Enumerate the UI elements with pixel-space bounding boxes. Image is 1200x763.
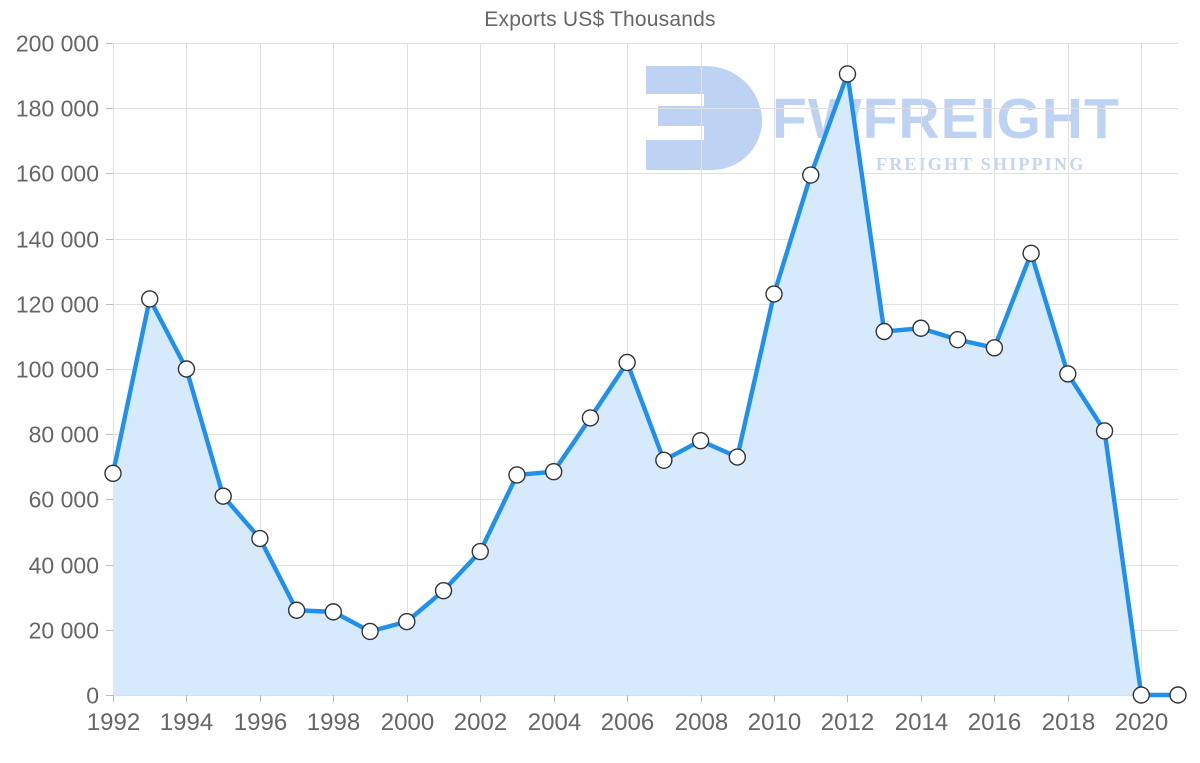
data-point-marker[interactable] <box>177 360 196 378</box>
data-point-marker[interactable] <box>985 339 1004 357</box>
tickmarks <box>106 43 1142 702</box>
data-point-marker[interactable] <box>1022 244 1040 262</box>
data-point-marker[interactable] <box>251 529 269 548</box>
y-tick-label: 0 <box>86 683 99 709</box>
data-point-marker[interactable] <box>1059 365 1077 383</box>
data-point-marker[interactable] <box>838 65 857 83</box>
data-point-marker[interactable] <box>508 466 526 484</box>
data-point-marker[interactable] <box>912 319 930 337</box>
x-tick-label: 1992 <box>87 709 140 736</box>
data-point-marker[interactable] <box>948 330 967 349</box>
chart-title: Exports US$ Thousands <box>484 8 716 31</box>
data-point-marker[interactable] <box>434 581 453 600</box>
x-tick-label: 2018 <box>1042 709 1095 736</box>
x-tick-label: 2006 <box>601 709 654 736</box>
data-point-marker[interactable] <box>361 622 379 641</box>
x-tick-label: 2012 <box>821 709 874 736</box>
series-area <box>113 73 1178 696</box>
data-point-marker[interactable] <box>618 353 636 372</box>
x-tick-label: 2008 <box>675 709 728 736</box>
y-tick-label: 80 000 <box>29 422 99 448</box>
series-line <box>110 71 1181 698</box>
data-point-marker[interactable] <box>214 487 232 505</box>
x-axis-labels: 1992 1994 1996 1998 2000 2002 2004 2006 2008 2010… <box>87 709 1168 736</box>
y-tick-label: 160 000 <box>16 161 99 187</box>
x-tick-label: 2020 <box>1115 709 1168 736</box>
y-axis-labels: 0 20 000 40 000 60 000 80 000 100 000 120 000 1… <box>16 31 99 709</box>
y-tick-label: 200 000 <box>16 31 99 57</box>
data-point-marker[interactable] <box>875 322 893 341</box>
y-tick-label: 120 000 <box>16 292 99 318</box>
y-tick-label: 100 000 <box>16 357 99 383</box>
x-tick-label: 2016 <box>968 709 1021 736</box>
y-tick-label: 40 000 <box>29 553 99 579</box>
x-tick-label: 2000 <box>381 709 434 736</box>
data-point-marker[interactable] <box>1169 686 1187 704</box>
data-point-marker[interactable] <box>141 290 159 308</box>
x-tick-label: 2010 <box>748 709 801 736</box>
data-point-marker[interactable] <box>287 601 306 619</box>
y-tick-label: 180 000 <box>16 96 99 122</box>
x-tick-label: 1998 <box>307 709 360 736</box>
data-point-marker[interactable] <box>728 448 747 466</box>
data-point-marker[interactable] <box>655 451 673 469</box>
data-point-marker[interactable] <box>1132 686 1150 704</box>
data-point-marker[interactable] <box>398 612 416 631</box>
y-tick-label: 60 000 <box>29 487 99 513</box>
data-point-marker[interactable] <box>802 166 820 184</box>
x-tick-label: 2014 <box>895 709 948 736</box>
data-point-marker[interactable] <box>1095 422 1114 440</box>
data-point-marker[interactable] <box>765 285 783 303</box>
series-markers <box>104 65 1187 704</box>
y-tick-label: 20 000 <box>29 618 99 644</box>
x-tick-label: 1996 <box>234 709 287 736</box>
data-point-marker[interactable] <box>691 432 710 450</box>
y-tick-label: 140 000 <box>16 227 99 253</box>
x-tick-label: 2002 <box>454 709 507 736</box>
data-point-marker[interactable] <box>104 464 122 483</box>
data-point-marker[interactable] <box>581 409 600 427</box>
data-point-marker[interactable] <box>471 542 489 561</box>
x-tick-label: 1994 <box>160 709 213 736</box>
data-point-marker[interactable] <box>544 462 563 481</box>
data-point-marker[interactable] <box>324 603 343 621</box>
x-tick-label: 2004 <box>528 709 581 736</box>
